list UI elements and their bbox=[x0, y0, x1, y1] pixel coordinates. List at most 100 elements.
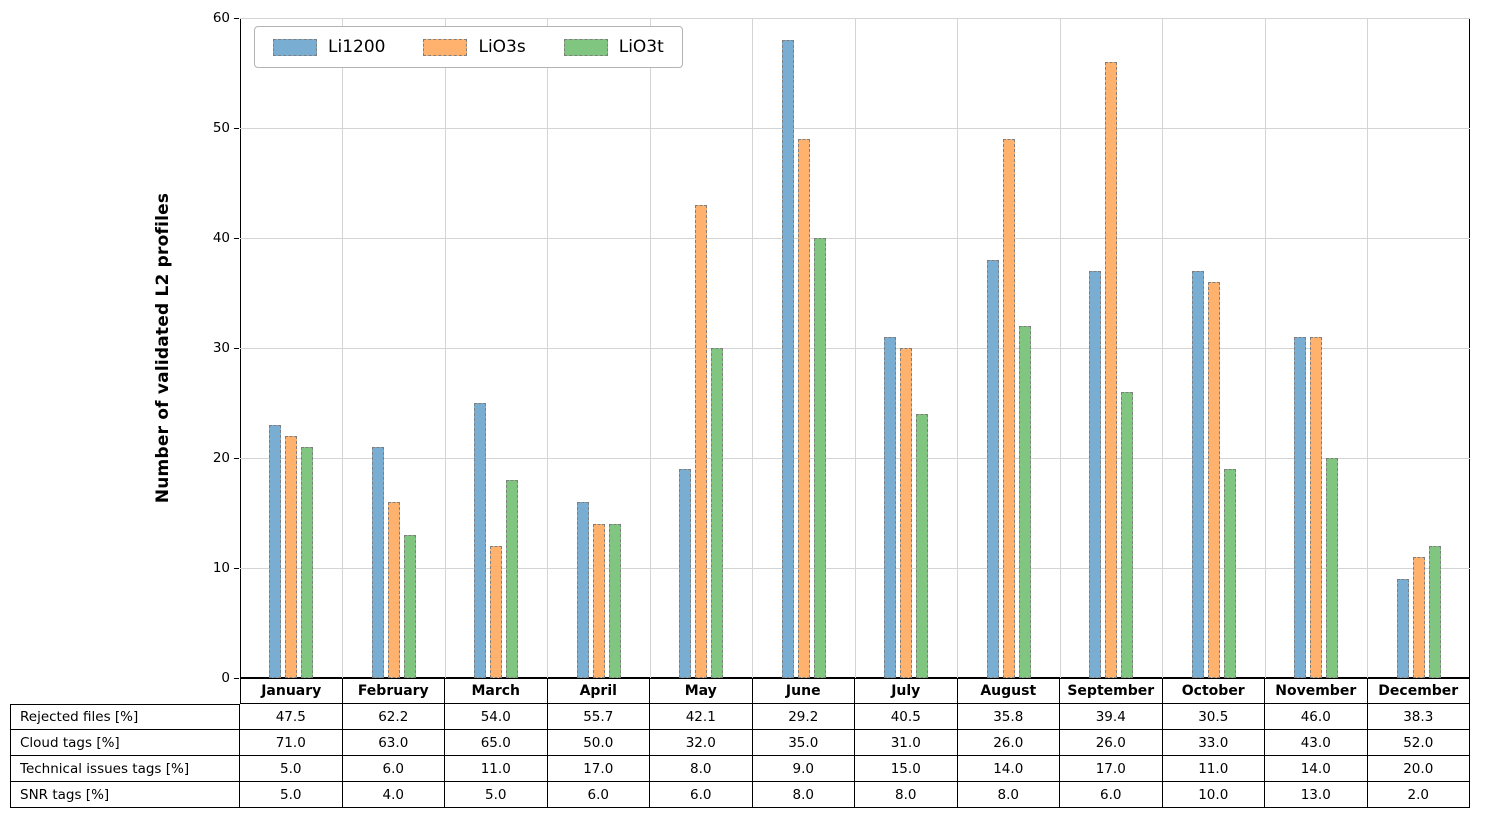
table-value: 10.0 bbox=[1162, 782, 1265, 808]
table-value: 9.0 bbox=[752, 756, 855, 782]
month-header-august: August bbox=[957, 678, 1060, 704]
y-tick-label: 10 bbox=[212, 560, 230, 576]
gridline-vertical bbox=[444, 18, 446, 678]
month-header-november: November bbox=[1265, 678, 1368, 704]
bar-lio3t-may bbox=[711, 348, 724, 678]
gridline-vertical bbox=[649, 18, 651, 678]
table-value: 17.0 bbox=[1060, 756, 1163, 782]
month-header-october: October bbox=[1162, 678, 1265, 704]
bar-li1200-december bbox=[1396, 579, 1409, 678]
table-value: 39.4 bbox=[1060, 704, 1163, 730]
y-tick-label: 0 bbox=[221, 670, 230, 686]
table-value: 15.0 bbox=[855, 756, 958, 782]
month-header-may: May bbox=[650, 678, 753, 704]
bar-lio3t-june bbox=[813, 238, 826, 678]
table-value: 31.0 bbox=[855, 730, 958, 756]
bar-lio3t-october bbox=[1223, 469, 1236, 678]
table-value: 14.0 bbox=[1265, 756, 1368, 782]
legend: Li1200 LiO3s LiO3t bbox=[254, 26, 683, 68]
bar-lio3s-april bbox=[592, 524, 605, 678]
table-value: 52.0 bbox=[1367, 730, 1470, 756]
table-value: 26.0 bbox=[957, 730, 1060, 756]
table-value: 40.5 bbox=[855, 704, 958, 730]
table-value: 11.0 bbox=[1162, 756, 1265, 782]
table-value: 26.0 bbox=[1060, 730, 1163, 756]
y-tick-label: 20 bbox=[212, 450, 230, 466]
bar-li1200-august bbox=[986, 260, 999, 678]
table-value: 8.0 bbox=[752, 782, 855, 808]
table-value: 30.5 bbox=[1162, 704, 1265, 730]
month-header-january: January bbox=[240, 678, 343, 704]
table-value: 2.0 bbox=[1367, 782, 1470, 808]
bar-li1200-may bbox=[679, 469, 692, 678]
bar-lio3s-november bbox=[1310, 337, 1323, 678]
bar-lio3s-september bbox=[1105, 62, 1118, 678]
bar-lio3s-december bbox=[1412, 557, 1425, 678]
bar-li1200-june bbox=[781, 40, 794, 678]
table-value: 14.0 bbox=[957, 756, 1060, 782]
bar-lio3t-december bbox=[1428, 546, 1441, 678]
bar-lio3t-september bbox=[1121, 392, 1134, 678]
table-row-label: Cloud tags [%] bbox=[10, 730, 240, 756]
table-value: 55.7 bbox=[547, 704, 650, 730]
gridline-vertical bbox=[547, 18, 548, 678]
y-tick-label: 30 bbox=[212, 340, 230, 356]
table-value: 35.8 bbox=[957, 704, 1060, 730]
y-tick-label: 40 bbox=[212, 230, 230, 246]
y-tick-mark bbox=[234, 567, 239, 569]
bar-lio3s-july bbox=[900, 348, 913, 678]
gridline-vertical bbox=[752, 18, 753, 678]
bar-li1200-november bbox=[1294, 337, 1307, 678]
legend-entry-lio3s: LiO3s bbox=[423, 37, 526, 57]
bar-lio3t-april bbox=[608, 524, 621, 678]
bar-lio3s-june bbox=[797, 139, 810, 678]
table-row-label: Technical issues tags [%] bbox=[10, 756, 240, 782]
legend-label: LiO3s bbox=[478, 37, 526, 57]
y-axis-label: Number of validated L2 profiles bbox=[153, 192, 173, 504]
bar-lio3t-february bbox=[403, 535, 416, 678]
legend-label: Li1200 bbox=[328, 37, 386, 57]
y-tick-mark bbox=[234, 17, 239, 19]
table-value: 65.0 bbox=[445, 730, 548, 756]
table-value: 8.0 bbox=[957, 782, 1060, 808]
y-tick-mark bbox=[234, 237, 239, 239]
table-value: 43.0 bbox=[1265, 730, 1368, 756]
table-value: 11.0 bbox=[445, 756, 548, 782]
table-value: 54.0 bbox=[445, 704, 548, 730]
table-value: 38.3 bbox=[1367, 704, 1470, 730]
table-value: 47.5 bbox=[240, 704, 343, 730]
table-value: 8.0 bbox=[650, 756, 753, 782]
table-value: 63.0 bbox=[342, 730, 445, 756]
y-tick-mark bbox=[234, 127, 239, 129]
data-table: January February March April May June July Augu… bbox=[10, 678, 1470, 808]
table-value: 50.0 bbox=[547, 730, 650, 756]
table-corner-spacer bbox=[10, 678, 240, 704]
bar-lio3s-march bbox=[490, 546, 503, 678]
bar-lio3s-may bbox=[695, 205, 708, 678]
bar-li1200-september bbox=[1089, 271, 1102, 678]
gridline-vertical bbox=[342, 18, 343, 678]
bar-lio3s-august bbox=[1002, 139, 1015, 678]
gridline-vertical bbox=[957, 18, 958, 678]
table-value: 6.0 bbox=[547, 782, 650, 808]
bar-li1200-january bbox=[269, 425, 282, 678]
table-value: 6.0 bbox=[650, 782, 753, 808]
gridline-vertical bbox=[1367, 18, 1368, 678]
gridline-vertical bbox=[854, 18, 856, 678]
month-header-december: December bbox=[1367, 678, 1470, 704]
month-header-june: June bbox=[752, 678, 855, 704]
bar-lio3t-march bbox=[506, 480, 519, 678]
table-row-label: Rejected files [%] bbox=[10, 704, 240, 730]
bar-li1200-october bbox=[1191, 271, 1204, 678]
table-value: 17.0 bbox=[547, 756, 650, 782]
table-value: 8.0 bbox=[855, 782, 958, 808]
table-value: 62.2 bbox=[342, 704, 445, 730]
bar-lio3s-february bbox=[387, 502, 400, 678]
bar-li1200-april bbox=[576, 502, 589, 678]
month-header-july: July bbox=[855, 678, 958, 704]
table-value: 5.0 bbox=[445, 782, 548, 808]
month-header-march: March bbox=[445, 678, 548, 704]
table-value: 6.0 bbox=[342, 756, 445, 782]
month-header-april: April bbox=[547, 678, 650, 704]
table-value: 6.0 bbox=[1060, 782, 1163, 808]
